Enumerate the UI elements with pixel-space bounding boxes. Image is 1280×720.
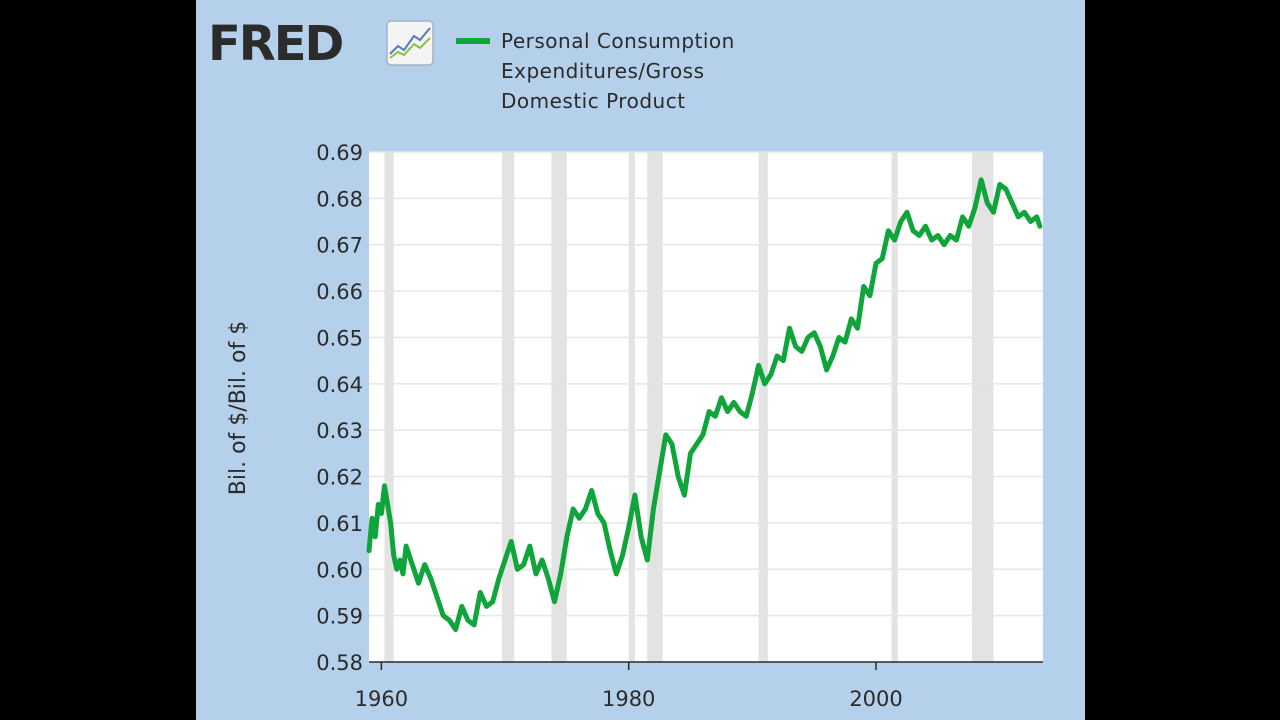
- y-tick-label: 0.62: [316, 466, 363, 490]
- y-tick-label: 0.64: [316, 373, 363, 397]
- x-tick-label: 2000: [849, 687, 902, 711]
- y-tick-label: 0.65: [316, 326, 363, 350]
- x-tick-label: 1980: [602, 687, 655, 711]
- x-tick-label: 1960: [355, 687, 408, 711]
- fred-wordmark: FRED: [208, 16, 344, 72]
- y-tick-label: 0.63: [316, 419, 363, 443]
- y-tick-label: 0.68: [316, 187, 363, 211]
- plot-area: [369, 152, 1043, 662]
- y-tick-label: 0.60: [316, 558, 363, 582]
- recession-band: [758, 152, 768, 662]
- legend-label: Personal Consumption Expenditures/Gross …: [501, 29, 735, 113]
- y-tick-label: 0.58: [316, 651, 363, 675]
- y-tick-label: 0.69: [316, 141, 363, 165]
- y-tick-label: 0.59: [316, 605, 363, 629]
- recession-band: [501, 152, 515, 662]
- trend-chart-icon: [386, 20, 434, 66]
- recession-band: [891, 152, 898, 662]
- y-tick-label: 0.67: [316, 234, 363, 258]
- recession-band: [628, 152, 635, 662]
- recession-band: [384, 152, 394, 662]
- series-line: [366, 177, 1043, 632]
- recession-band: [971, 152, 994, 662]
- legend-swatch: [456, 38, 490, 44]
- recession-band: [551, 152, 567, 662]
- y-tick-label: 0.66: [316, 280, 363, 304]
- recession-band: [647, 152, 663, 662]
- y-axis-label: Bil. of $/Bil. of $: [226, 321, 251, 495]
- y-tick-label: 0.61: [316, 512, 363, 536]
